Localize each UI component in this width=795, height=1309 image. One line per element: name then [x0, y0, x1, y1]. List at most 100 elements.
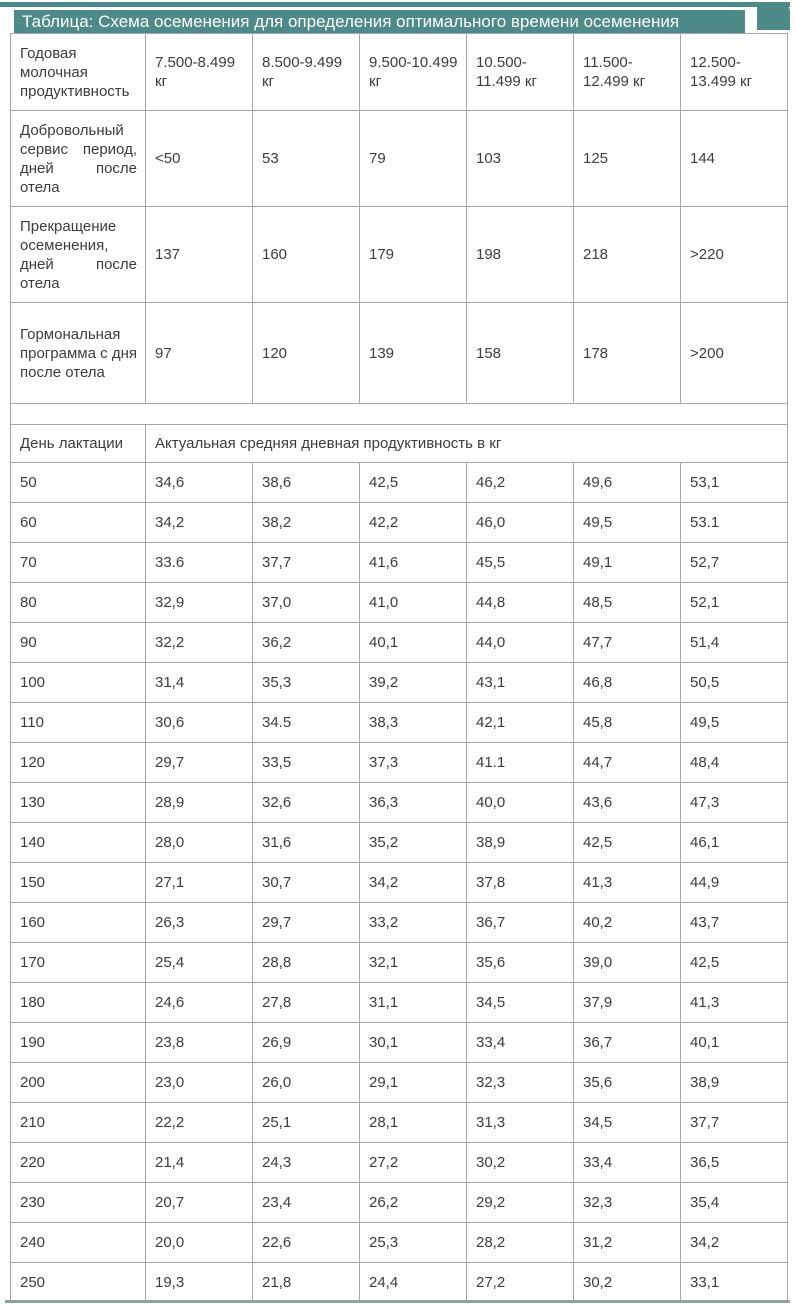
value-cell: 79	[359, 110, 467, 207]
lactation-day-cell: 110	[10, 702, 146, 743]
lactation-day-cell: 220	[10, 1142, 146, 1183]
yield-value-cell: 53,1	[680, 462, 788, 503]
yield-value-cell: 26,0	[252, 1062, 360, 1103]
value-cell: 158	[466, 302, 574, 404]
yield-value-cell: 50,5	[680, 662, 788, 703]
yield-value-cell: 47,7	[573, 622, 681, 663]
yield-value-cell: 21,8	[252, 1262, 360, 1303]
yield-value-cell: 34,5	[573, 1102, 681, 1143]
yield-value-cell: 36,7	[466, 902, 574, 943]
value-cell: 160	[252, 206, 360, 303]
lactation-row: 160 26,3 29,7 33,2 36,7 40,2 43,7	[10, 902, 788, 943]
yield-value-cell: 36,2	[252, 622, 360, 663]
value-cell: >220	[680, 206, 788, 303]
yield-value-cell: 52,7	[680, 542, 788, 583]
yield-value-cell: 30,2	[573, 1262, 681, 1303]
lactation-day-cell: 120	[10, 742, 146, 783]
yield-value-cell: 40,1	[359, 622, 467, 663]
yield-value-cell: 49,1	[573, 542, 681, 583]
table-title: Таблица: Схема осеменения для определени…	[22, 12, 680, 31]
lactation-day-cell: 240	[10, 1222, 146, 1263]
yield-value-cell: 24,4	[359, 1262, 467, 1303]
lactation-day-cell: 190	[10, 1022, 146, 1063]
lactation-day-cell: 250	[10, 1262, 146, 1303]
yield-value-cell: 34,6	[145, 462, 253, 503]
value-cell: 137	[145, 206, 253, 303]
yield-value-cell: 44,7	[573, 742, 681, 783]
yield-column-header: 10.500-11.499 кг	[466, 33, 574, 111]
yield-value-cell: 49,5	[573, 502, 681, 543]
yield-value-cell: 43,1	[466, 662, 574, 703]
lactation-day-cell: 70	[10, 542, 146, 583]
value-cell: 125	[573, 110, 681, 207]
row-label: Прекращение осеменения, дней после отела	[10, 206, 146, 303]
lactation-row: 200 23,0 26,0 29,1 32,3 35,6 38,9	[10, 1062, 788, 1103]
value-cell: 97	[145, 302, 253, 404]
yield-value-cell: 42,5	[680, 942, 788, 983]
lactation-row: 210 22,2 25,1 28,1 31,3 34,5 37,7	[10, 1102, 788, 1143]
bottom-divider-bar	[5, 1300, 790, 1303]
lactation-row: 110 30,6 34.5 38,3 42,1 45,8 49,5	[10, 702, 788, 743]
yield-value-cell: 48,5	[573, 582, 681, 623]
yield-value-cell: 30,6	[145, 702, 253, 743]
yield-value-cell: 28,2	[466, 1222, 574, 1263]
lactation-header-row: День лактации Актуальная средняя дневная…	[10, 424, 788, 463]
yield-value-cell: 37,7	[252, 542, 360, 583]
lactation-row: 250 19,3 21,8 24,4 27,2 30,2 33,1	[10, 1262, 788, 1303]
lactation-day-cell: 100	[10, 662, 146, 703]
lactation-day-cell: 60	[10, 502, 146, 543]
yield-value-cell: 22,2	[145, 1102, 253, 1143]
yield-value-cell: 35,2	[359, 822, 467, 863]
yield-value-cell: 34.5	[252, 702, 360, 743]
lactation-row: 220 21,4 24,3 27,2 30,2 33,4 36,5	[10, 1142, 788, 1183]
value-cell: 103	[466, 110, 574, 207]
table-row: Прекращение осеменения, дней после отела…	[10, 206, 788, 303]
lactation-day-cell: 90	[10, 622, 146, 663]
lactation-row: 90 32,2 36,2 40,1 44,0 47,7 51,4	[10, 622, 788, 663]
yield-value-cell: 41,3	[680, 982, 788, 1023]
yield-value-cell: 36,5	[680, 1142, 788, 1183]
yield-value-cell: 41.1	[466, 742, 574, 783]
yield-value-cell: 32,3	[573, 1182, 681, 1223]
yield-value-cell: 32,3	[466, 1062, 574, 1103]
yield-value-cell: 34,2	[359, 862, 467, 903]
yield-value-cell: 47,3	[680, 782, 788, 823]
lactation-day-cell: 230	[10, 1182, 146, 1223]
yield-value-cell: 35,3	[252, 662, 360, 703]
yield-value-cell: 37,8	[466, 862, 574, 903]
yield-value-cell: 20,7	[145, 1182, 253, 1223]
yield-value-cell: 34,2	[145, 502, 253, 543]
table-row: Гормональная программа с дня после отела…	[10, 302, 788, 404]
value-cell: 178	[573, 302, 681, 404]
yield-value-cell: 33,5	[252, 742, 360, 783]
yield-value-cell: 37,9	[573, 982, 681, 1023]
yield-value-cell: 38,3	[359, 702, 467, 743]
lactation-day-cell: 50	[10, 462, 146, 503]
yield-value-cell: 36,7	[573, 1022, 681, 1063]
yield-value-cell: 32,2	[145, 622, 253, 663]
lactation-row: 60 34,2 38,2 42,2 46,0 49,5 53.1	[10, 502, 788, 543]
yield-value-cell: 33,2	[359, 902, 467, 943]
lactation-day-cell: 170	[10, 942, 146, 983]
section-separator-row	[10, 403, 788, 425]
yield-value-cell: 38,9	[466, 822, 574, 863]
yield-column-header: 12.500-13.499 кг	[680, 33, 788, 111]
value-cell: 218	[573, 206, 681, 303]
value-cell: 53	[252, 110, 360, 207]
yield-value-cell: 27,2	[359, 1142, 467, 1183]
yield-value-cell: 26,3	[145, 902, 253, 943]
yield-value-cell: 35,4	[680, 1182, 788, 1223]
yield-value-cell: 26,9	[252, 1022, 360, 1063]
value-cell: 139	[359, 302, 467, 404]
yield-column-header: 11.500-12.499 кг	[573, 33, 681, 111]
lactation-day-cell: 200	[10, 1062, 146, 1103]
value-cell: <50	[145, 110, 253, 207]
yield-value-cell: 32,9	[145, 582, 253, 623]
yield-value-cell: 33,4	[573, 1142, 681, 1183]
insemination-table: Годовая молочная продуктивность 7.500-8.…	[10, 33, 788, 1303]
yield-value-cell: 42,5	[359, 462, 467, 503]
lactation-day-cell: 80	[10, 582, 146, 623]
lactation-day-cell: 210	[10, 1102, 146, 1143]
yield-value-cell: 41,6	[359, 542, 467, 583]
yield-value-cell: 36,3	[359, 782, 467, 823]
